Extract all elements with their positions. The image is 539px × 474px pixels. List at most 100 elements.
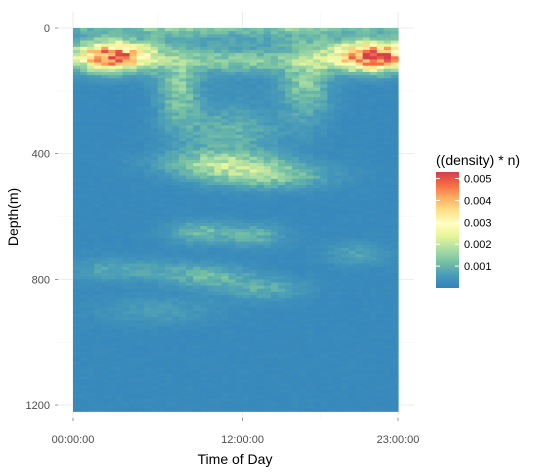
heatmap-tile [87, 59, 95, 64]
heatmap-tile [200, 37, 208, 42]
heatmap-tile [214, 335, 222, 340]
heatmap-tile [334, 169, 343, 174]
heatmap-tile [129, 279, 138, 284]
heatmap-tile [348, 266, 357, 271]
heatmap-tile [221, 273, 230, 277]
heatmap-tile [150, 43, 159, 48]
heatmap-tile [157, 241, 166, 246]
heatmap-tile [369, 279, 378, 284]
heatmap-tile [129, 37, 138, 42]
heatmap-tile [341, 301, 350, 306]
heatmap-tile [164, 84, 173, 89]
heatmap-tile [207, 34, 215, 39]
heatmap-tile [348, 285, 357, 290]
heatmap-tile [341, 273, 350, 277]
heatmap-tile [73, 175, 81, 180]
heatmap-tile [334, 31, 343, 35]
heatmap-tile [186, 49, 194, 54]
heatmap-tile [228, 62, 237, 67]
heatmap-tile [122, 361, 131, 365]
heatmap-tile [129, 56, 138, 61]
heatmap-tile [214, 269, 222, 274]
heatmap-tile [94, 304, 102, 309]
heatmap-tile [108, 342, 116, 346]
heatmap-tile [143, 75, 152, 79]
heatmap-tile [108, 65, 116, 70]
heatmap-tile [320, 317, 328, 321]
heatmap-tile [94, 263, 102, 268]
heatmap-tile [369, 78, 378, 83]
heatmap-tile [214, 339, 222, 343]
heatmap-tile [221, 342, 230, 346]
heatmap-tile [122, 166, 131, 170]
heatmap-tile [313, 295, 321, 299]
heatmap-tile [249, 197, 258, 202]
heatmap-tile [94, 351, 102, 356]
heatmap-tile [157, 310, 166, 315]
heatmap-tile [101, 59, 109, 64]
heatmap-tile [284, 188, 293, 192]
heatmap-tile [73, 166, 81, 170]
heatmap-tile [292, 210, 300, 214]
heatmap-tile [249, 84, 258, 89]
heatmap-tile [207, 235, 215, 240]
heatmap-tile [390, 78, 399, 83]
heatmap-tile [263, 103, 272, 108]
heatmap-tile [348, 225, 357, 230]
heatmap-tile [73, 266, 81, 271]
heatmap-tile [327, 28, 336, 32]
heatmap-tile [348, 71, 357, 76]
heatmap-tile [348, 351, 357, 356]
heatmap-tile [129, 134, 138, 139]
heatmap-tile [122, 75, 131, 79]
heatmap-tile [178, 71, 187, 76]
heatmap-tile [390, 329, 399, 334]
heatmap-tile [249, 200, 258, 205]
heatmap-tile [242, 90, 251, 95]
heatmap-tile [355, 93, 364, 98]
heatmap-tile [292, 238, 300, 243]
heatmap-tile [362, 93, 371, 98]
heatmap-tile [369, 241, 378, 246]
heatmap-tile [320, 156, 328, 161]
heatmap-tile [369, 357, 378, 362]
heatmap-tile [341, 109, 350, 114]
heatmap-tile [101, 298, 109, 302]
heatmap-tile [348, 229, 357, 233]
heatmap-tile [369, 326, 378, 331]
heatmap-tile [334, 257, 343, 262]
heatmap-tile [355, 288, 364, 293]
heatmap-tile [157, 269, 166, 274]
heatmap-tile [200, 134, 208, 139]
heatmap-tile [299, 323, 307, 328]
heatmap-tile [292, 247, 300, 252]
heatmap-tile [256, 285, 265, 290]
heatmap-tile [94, 335, 102, 340]
heatmap-tile [383, 56, 392, 61]
heatmap-tile [101, 354, 109, 359]
heatmap-tile [228, 49, 237, 54]
heatmap-tile [306, 263, 314, 268]
heatmap-tile [73, 273, 81, 277]
heatmap-tile [256, 93, 265, 98]
heatmap-tile [193, 251, 201, 255]
heatmap-tile [284, 185, 293, 189]
heatmap-tile [299, 188, 307, 192]
heatmap-tile [108, 90, 116, 95]
heatmap-tile [150, 273, 159, 277]
heatmap-tile [221, 65, 230, 70]
heatmap-tile [164, 78, 173, 83]
heatmap-tile [228, 326, 237, 331]
heatmap-tile [390, 260, 399, 265]
heatmap-tile [207, 219, 215, 224]
heatmap-tile [157, 31, 166, 35]
heatmap-tile [327, 163, 336, 167]
heatmap-tile [327, 247, 336, 252]
heatmap-tile [270, 339, 279, 343]
heatmap-tile [186, 185, 194, 189]
heatmap-tile [249, 43, 258, 48]
heatmap-tile [80, 65, 88, 70]
heatmap-tile [327, 62, 336, 67]
heatmap-tile [383, 65, 392, 70]
heatmap-tile [256, 125, 265, 130]
